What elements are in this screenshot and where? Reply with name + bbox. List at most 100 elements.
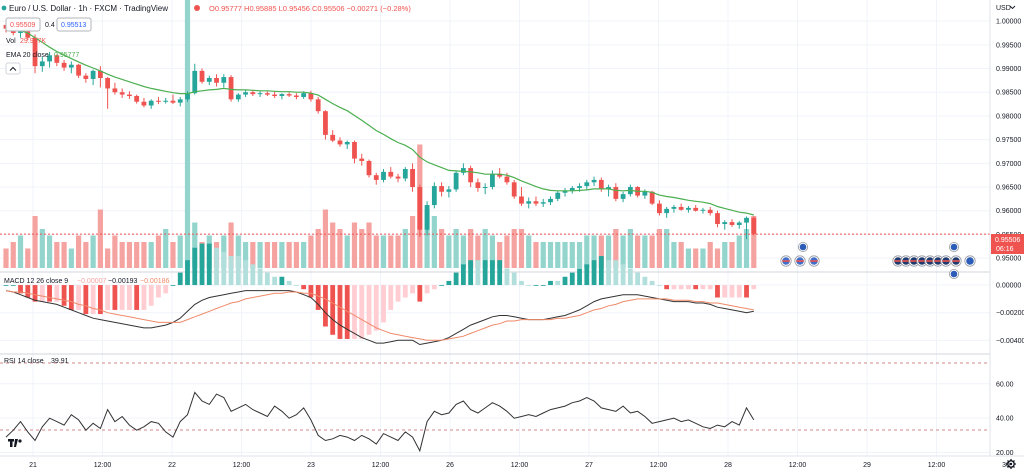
collapse-legend-button[interactable] <box>5 62 21 75</box>
candle-body[interactable] <box>700 209 706 211</box>
candle-body[interactable] <box>431 186 437 206</box>
candle-body[interactable] <box>707 209 713 214</box>
candle-body[interactable] <box>511 182 517 197</box>
candle-body[interactable] <box>177 99 183 103</box>
economic-event-icon[interactable] <box>780 255 792 267</box>
candle-body[interactable] <box>228 77 234 100</box>
candle-body[interactable] <box>97 70 103 78</box>
candle-body[interactable] <box>163 100 169 102</box>
macd-legend-label[interactable]: MACD 12 26 close 9 <box>4 278 68 285</box>
candle-body[interactable] <box>134 96 140 102</box>
candle-body[interactable] <box>156 100 161 102</box>
candle-body[interactable] <box>402 169 408 179</box>
candle-body[interactable] <box>54 55 60 63</box>
candle-body[interactable] <box>490 173 495 188</box>
candles[interactable] <box>3 22 757 240</box>
candle-body[interactable] <box>381 171 386 180</box>
currency-label[interactable]: USD <box>996 5 1011 12</box>
candle-body[interactable] <box>693 207 699 211</box>
candle-body[interactable] <box>83 75 89 79</box>
candle-body[interactable] <box>562 190 568 193</box>
candle-body[interactable] <box>323 111 328 135</box>
candle-body[interactable] <box>686 207 691 210</box>
candle-body[interactable] <box>170 100 176 103</box>
candle-body[interactable] <box>301 93 307 97</box>
candle-body[interactable] <box>649 191 655 204</box>
candle-body[interactable] <box>214 78 219 83</box>
candle-body[interactable] <box>264 93 270 95</box>
time-axis[interactable] <box>0 456 1024 472</box>
candle-body[interactable] <box>482 187 488 189</box>
candle-body[interactable] <box>410 169 415 188</box>
candle-body[interactable] <box>417 187 423 230</box>
candle-body[interactable] <box>39 61 45 67</box>
economic-event-icon[interactable] <box>900 255 912 267</box>
economic-event-icon[interactable] <box>940 255 952 267</box>
buy-box[interactable] <box>56 17 92 32</box>
candle-body[interactable] <box>729 222 735 225</box>
candle-body[interactable] <box>722 222 728 225</box>
candle-body[interactable] <box>439 186 444 192</box>
candle-body[interactable] <box>344 142 350 145</box>
sell-box[interactable] <box>5 17 41 32</box>
candle-body[interactable] <box>206 78 212 82</box>
candle-body[interactable] <box>148 100 154 106</box>
candle-body[interactable] <box>446 189 452 192</box>
candle-body[interactable] <box>424 205 430 230</box>
candle-body[interactable] <box>199 70 205 82</box>
economic-event-icon[interactable] <box>798 242 808 252</box>
candle-body[interactable] <box>606 187 611 190</box>
candle-body[interactable] <box>105 78 111 89</box>
economic-event-icon[interactable] <box>794 255 806 267</box>
economic-event-icon[interactable] <box>808 255 820 267</box>
candle-body[interactable] <box>671 206 677 209</box>
candle-body[interactable] <box>294 95 299 97</box>
candle-body[interactable] <box>584 182 590 187</box>
candle-body[interactable] <box>519 196 524 204</box>
candle-body[interactable] <box>18 31 23 33</box>
candle-body[interactable] <box>68 64 74 68</box>
candle-body[interactable] <box>744 217 749 223</box>
chevron-up-icon[interactable] <box>9 66 17 71</box>
candle-body[interactable] <box>526 201 532 204</box>
ema-legend-label[interactable]: EMA 20 close <box>6 52 49 59</box>
candle-body[interactable] <box>736 222 742 225</box>
candle-body[interactable] <box>272 94 278 97</box>
candle-body[interactable] <box>141 101 147 106</box>
candle-body[interactable] <box>330 134 336 141</box>
candle-body[interactable] <box>250 92 256 95</box>
candle-body[interactable] <box>235 94 241 100</box>
candle-body[interactable] <box>112 88 118 93</box>
candle-body[interactable] <box>569 187 575 191</box>
candle-body[interactable] <box>359 158 365 161</box>
candle-body[interactable] <box>286 94 292 96</box>
candle-body[interactable] <box>613 187 619 199</box>
vol-legend-label[interactable]: Vol <box>6 38 16 45</box>
economic-event-icon[interactable] <box>949 242 959 252</box>
economic-event-icon[interactable] <box>908 255 920 267</box>
candle-body[interactable] <box>453 172 459 190</box>
candle-body[interactable] <box>475 182 481 188</box>
candle-body[interactable] <box>257 93 263 95</box>
candle-body[interactable] <box>308 93 314 100</box>
economic-event-icon[interactable] <box>924 255 936 267</box>
candle-body[interactable] <box>468 168 474 183</box>
chevron-down-icon[interactable] <box>1009 5 1016 10</box>
candle-body[interactable] <box>533 201 539 204</box>
economic-event-icon[interactable] <box>949 269 959 279</box>
rsi-legend-label[interactable]: RSI 14 close <box>4 358 44 365</box>
candle-body[interactable] <box>591 179 597 183</box>
bid-price[interactable]: 0.95509 <box>10 22 35 29</box>
candle-body[interactable] <box>751 217 757 234</box>
candle-body[interactable] <box>555 192 561 199</box>
economic-event-icon[interactable] <box>950 255 962 267</box>
candle-body[interactable] <box>715 213 720 225</box>
candle-body[interactable] <box>243 92 248 95</box>
candle-body[interactable] <box>221 77 227 83</box>
candle-body[interactable] <box>577 186 582 188</box>
candle-body[interactable] <box>678 206 684 210</box>
economic-event-icon[interactable] <box>932 255 944 267</box>
candle-body[interactable] <box>497 173 503 177</box>
candle-body[interactable] <box>315 99 321 112</box>
